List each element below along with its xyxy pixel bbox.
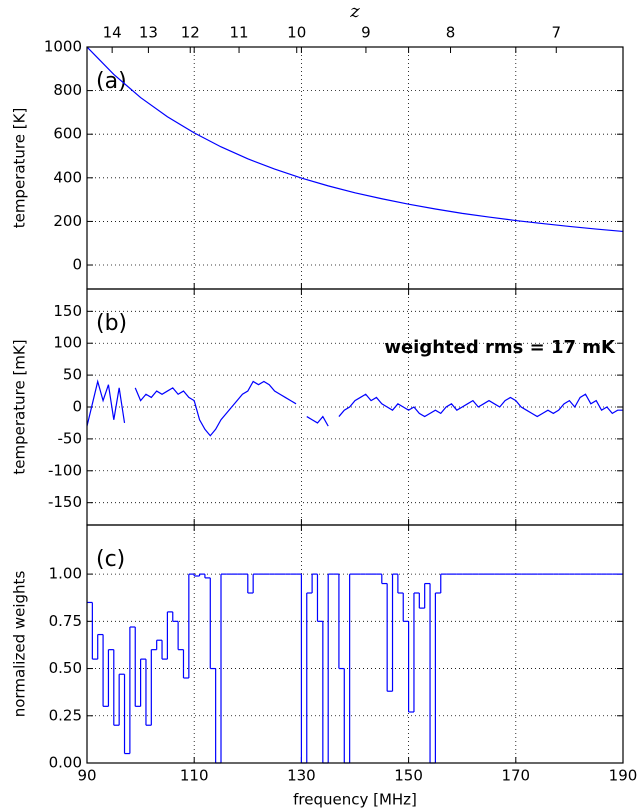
y-tick-label: 1.00: [49, 565, 82, 583]
annotation: weighted rms = 17 mK: [384, 337, 616, 358]
x-tick-label: 190: [609, 767, 638, 785]
y-tick-label: 50: [63, 366, 82, 384]
x2-tick-label: 11: [229, 24, 248, 42]
y-tick-label: 0.00: [49, 754, 82, 772]
y-tick-label: -100: [48, 461, 82, 479]
y-tick-label: 600: [53, 125, 82, 143]
y-tick-label: -50: [58, 429, 83, 447]
panel-label: (b): [96, 311, 127, 336]
x2-tick-label: 13: [139, 24, 158, 42]
y-label: temperature [mK]: [11, 339, 29, 474]
y-tick-label: 150: [53, 302, 82, 320]
x-tick-label: 170: [501, 767, 530, 785]
panel-label: (c): [96, 547, 125, 572]
y-tick-label: 800: [53, 81, 82, 99]
y-tick-label: -150: [48, 493, 82, 511]
x2-label: z: [349, 1, 360, 22]
y-tick-label: 1000: [44, 38, 82, 56]
x-label: frequency [MHz]: [293, 791, 417, 809]
panel-frame: [86, 46, 624, 290]
x-tick-label: 110: [180, 767, 209, 785]
x-tick-label: 130: [287, 767, 316, 785]
y-tick-label: 400: [53, 168, 82, 186]
y-tick-label: 0: [72, 398, 82, 416]
y-label: normalized weights: [11, 571, 29, 718]
y-tick-label: 100: [53, 334, 82, 352]
y-tick-label: 0: [72, 256, 82, 274]
x2-tick-label: 10: [287, 24, 306, 42]
y-label: temperature [K]: [11, 108, 29, 229]
y-tick-label: 0.25: [49, 706, 82, 724]
data-line: [87, 379, 623, 437]
x2-tick-label: 14: [103, 24, 122, 42]
panel-frame: [86, 524, 624, 764]
x-tick-label: 90: [77, 767, 96, 785]
y-tick-label: 0.50: [49, 659, 82, 677]
y-tick-label: 200: [53, 212, 82, 230]
x2-tick-label: 9: [361, 24, 371, 42]
x2-tick-label: 12: [181, 24, 200, 42]
y-tick-label: 0.75: [49, 612, 82, 630]
x2-tick-label: 7: [551, 24, 561, 42]
step-riser: [91, 574, 442, 763]
x-tick-label: 150: [394, 767, 423, 785]
data-line: [87, 47, 623, 233]
x2-tick-label: 8: [446, 24, 456, 42]
